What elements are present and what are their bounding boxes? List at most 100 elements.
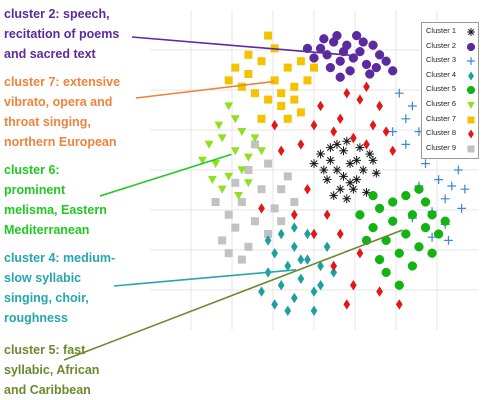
data-point bbox=[304, 228, 311, 240]
legend-marker-shape bbox=[467, 145, 475, 153]
leader-line bbox=[131, 36, 350, 56]
legend-entry-cluster-8: Cluster 8 bbox=[422, 127, 478, 142]
legend-label: Cluster 3 bbox=[426, 55, 457, 65]
data-point bbox=[395, 299, 403, 310]
data-point bbox=[356, 248, 364, 259]
data-point bbox=[444, 236, 453, 245]
legend-entry-cluster-2: Cluster 2 bbox=[422, 40, 478, 55]
data-point bbox=[316, 149, 325, 159]
data-point bbox=[310, 228, 318, 240]
data-point bbox=[421, 159, 430, 168]
data-point bbox=[319, 34, 329, 44]
data-point bbox=[440, 216, 450, 226]
data-point bbox=[277, 228, 285, 240]
data-point bbox=[330, 260, 338, 272]
data-point bbox=[296, 108, 305, 117]
data-point bbox=[414, 242, 424, 252]
data-point bbox=[342, 136, 352, 146]
data-point bbox=[453, 165, 463, 175]
data-point bbox=[290, 209, 298, 220]
data-point bbox=[342, 194, 352, 204]
data-point bbox=[420, 197, 431, 207]
data-point bbox=[211, 198, 220, 206]
data-point bbox=[198, 156, 207, 165]
data-point bbox=[362, 188, 371, 197]
data-point bbox=[237, 198, 246, 206]
data-point bbox=[371, 168, 381, 178]
data-point bbox=[271, 120, 278, 131]
data-point bbox=[231, 178, 240, 187]
data-point bbox=[250, 140, 259, 149]
data-point bbox=[304, 254, 311, 265]
data-point bbox=[310, 120, 318, 131]
data-point bbox=[388, 127, 398, 136]
legend-entry-cluster-1: Cluster 1 bbox=[422, 25, 478, 40]
series-cluster-4 bbox=[258, 222, 338, 316]
data-point bbox=[457, 204, 466, 213]
data-point bbox=[284, 305, 292, 316]
data-point bbox=[427, 248, 437, 258]
legend-entry-cluster-6: Cluster 6 bbox=[422, 98, 478, 113]
data-point bbox=[277, 145, 285, 156]
data-point bbox=[335, 184, 345, 194]
data-point bbox=[264, 159, 273, 168]
data-point bbox=[356, 94, 364, 105]
data-point bbox=[317, 280, 324, 291]
data-point bbox=[358, 37, 368, 47]
data-point bbox=[368, 222, 378, 233]
series-cluster-9 bbox=[211, 70, 450, 264]
data-point bbox=[244, 166, 253, 174]
data-point bbox=[394, 280, 404, 290]
series-cluster-2 bbox=[302, 30, 398, 82]
data-point bbox=[381, 267, 391, 278]
data-point bbox=[218, 236, 227, 245]
data-point bbox=[315, 43, 326, 54]
data-point bbox=[374, 254, 385, 265]
data-point bbox=[264, 95, 273, 104]
legend-marker-shape bbox=[467, 28, 475, 36]
data-point bbox=[237, 82, 246, 91]
data-point bbox=[368, 190, 378, 201]
data-point bbox=[204, 140, 214, 149]
legend-marker-shape bbox=[467, 57, 475, 66]
data-point bbox=[336, 113, 344, 124]
data-point bbox=[297, 139, 305, 150]
data-point bbox=[332, 165, 342, 175]
data-point bbox=[345, 159, 355, 168]
plus-marker-icon bbox=[467, 57, 475, 66]
data-point bbox=[343, 299, 351, 310]
data-point bbox=[420, 222, 431, 233]
data-point bbox=[310, 286, 318, 297]
data-point bbox=[290, 222, 298, 233]
data-point bbox=[250, 134, 260, 143]
data-point bbox=[309, 53, 319, 63]
legend-entry-cluster-5: Cluster 5 bbox=[422, 83, 478, 98]
legend-label: Cluster 1 bbox=[426, 26, 457, 35]
data-point bbox=[217, 134, 227, 143]
data-point bbox=[427, 210, 437, 220]
data-point bbox=[310, 305, 318, 316]
data-point bbox=[365, 69, 375, 79]
data-point bbox=[401, 190, 411, 201]
annotation-leader-lines bbox=[63, 36, 403, 361]
data-point bbox=[401, 140, 411, 149]
data-point bbox=[230, 147, 240, 156]
data-point bbox=[348, 53, 359, 63]
data-point bbox=[231, 223, 240, 232]
data-point bbox=[350, 280, 357, 291]
circle-marker-icon bbox=[466, 86, 476, 95]
data-point bbox=[408, 101, 417, 111]
diamond-marker-icon bbox=[468, 71, 474, 81]
data-point bbox=[374, 203, 385, 214]
data-point bbox=[343, 88, 351, 99]
legend-label: Cluster 8 bbox=[426, 128, 457, 138]
legend-entry-cluster-3: Cluster 3 bbox=[422, 54, 478, 69]
data-point bbox=[264, 31, 273, 40]
data-point bbox=[231, 63, 240, 72]
triangle-marker-icon bbox=[467, 101, 475, 109]
data-point bbox=[296, 57, 305, 66]
data-point bbox=[207, 176, 217, 184]
data-point bbox=[290, 82, 299, 91]
data-point bbox=[326, 143, 335, 152]
data-point bbox=[237, 128, 247, 136]
